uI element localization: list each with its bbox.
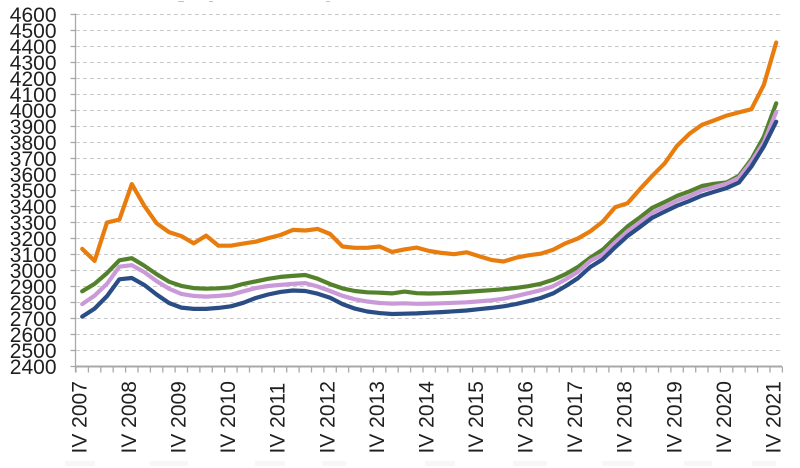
svg-text:IV 2019: IV 2019: [663, 381, 686, 453]
svg-text:IV 2014: IV 2014: [415, 381, 438, 454]
svg-text:4500: 4500: [10, 20, 57, 43]
svg-text:IV 2021: IV 2021: [762, 381, 785, 453]
svg-text:IV 2008: IV 2008: [118, 381, 141, 453]
svg-text:2800: 2800: [10, 292, 57, 315]
svg-text:IV 2016: IV 2016: [515, 381, 538, 453]
svg-text:3000: 3000: [10, 260, 57, 283]
svg-text:4200: 4200: [10, 68, 57, 91]
svg-text:3500: 3500: [10, 180, 57, 203]
svg-text:3400: 3400: [10, 196, 57, 219]
svg-text:2700: 2700: [10, 308, 57, 331]
svg-text:4100: 4100: [10, 84, 57, 107]
svg-text:IV 2018: IV 2018: [614, 381, 637, 453]
svg-text:3800: 3800: [10, 132, 57, 155]
svg-text:4000: 4000: [10, 100, 57, 123]
svg-text:2400: 2400: [10, 356, 57, 379]
svg-text:3700: 3700: [10, 148, 57, 171]
svg-text:3900: 3900: [10, 116, 57, 139]
svg-text:IV 2013: IV 2013: [366, 381, 389, 453]
svg-text:2900: 2900: [10, 276, 57, 299]
svg-text:3200: 3200: [10, 228, 57, 251]
svg-text:4300: 4300: [10, 52, 57, 75]
svg-text:IV 2009: IV 2009: [168, 381, 191, 453]
svg-text:IV 2010: IV 2010: [217, 381, 240, 453]
svg-text:3300: 3300: [10, 212, 57, 235]
svg-text:3600: 3600: [10, 164, 57, 187]
svg-text:4600: 4600: [10, 4, 57, 27]
svg-text:4400: 4400: [10, 36, 57, 59]
svg-text:IV 2017: IV 2017: [564, 381, 587, 453]
svg-text:IV 2007: IV 2007: [68, 381, 91, 453]
svg-text:2500: 2500: [10, 340, 57, 363]
svg-text:2600: 2600: [10, 324, 57, 347]
svg-text:IV 2015: IV 2015: [465, 381, 488, 453]
svg-text:IV 2012: IV 2012: [316, 381, 339, 453]
svg-text:IV 2020: IV 2020: [713, 381, 736, 453]
svg-text:IV 2011: IV 2011: [267, 383, 290, 454]
svg-text:3100: 3100: [10, 244, 57, 267]
